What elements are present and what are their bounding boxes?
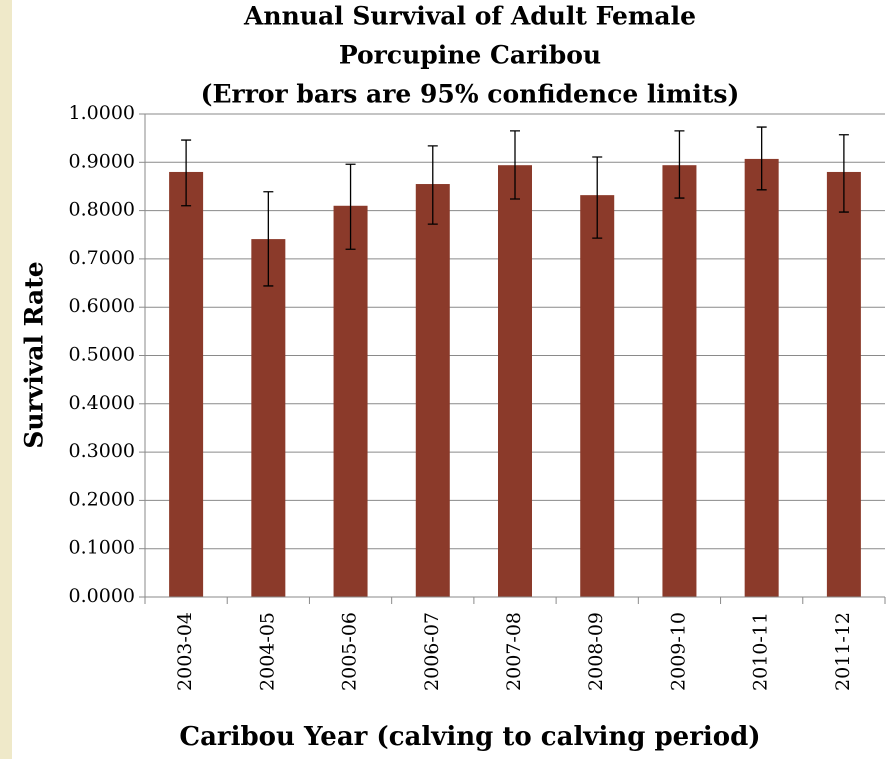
error-bar (592, 156, 603, 239)
x-tick-label: 2008-09 (585, 612, 607, 691)
bar (498, 165, 532, 597)
side-strip (0, 0, 12, 759)
error-bar (345, 163, 356, 250)
y-tick-label: 0.3000 (69, 440, 135, 462)
y-tick-label: 0.6000 (69, 295, 135, 317)
error-bar (427, 145, 438, 225)
error-bar (674, 130, 685, 199)
bar (744, 158, 779, 597)
chart-title: Porcupine Caribou (339, 41, 601, 70)
y-tick-label: 0.9000 (69, 150, 135, 172)
error-bar (510, 130, 520, 200)
y-tick-label: 0.5000 (69, 344, 135, 366)
y-axis-title: Survival Rate (20, 261, 49, 448)
chart-title: (Error bars are 95% confidence limits) (201, 80, 740, 109)
error-bar (838, 134, 849, 213)
x-tick-label: 2005-06 (339, 612, 361, 691)
bar (662, 165, 697, 597)
bar (169, 171, 204, 597)
x-tick-label: 2009-10 (667, 612, 689, 691)
error-bar (181, 139, 192, 207)
bar (251, 239, 286, 598)
x-tick-label: 2011-12 (832, 612, 854, 691)
x-tick-label: 2004-05 (256, 612, 278, 691)
x-tick-label: 2003-04 (174, 612, 196, 691)
bar (415, 184, 450, 597)
error-bar (756, 126, 767, 191)
y-tick-label: 1.0000 (69, 102, 135, 124)
y-tick-label: 0.1000 (69, 537, 135, 559)
x-axis-title: Caribou Year (calving to calving period) (179, 722, 760, 752)
y-tick-label: 0.2000 (69, 488, 135, 510)
x-tick-label: 2006-07 (421, 612, 443, 691)
y-tick-label: 0.8000 (69, 199, 135, 221)
y-tick-label: 0.4000 (69, 392, 135, 414)
bar (826, 171, 861, 597)
chart-title: Annual Survival of Adult Female (243, 2, 696, 31)
error-bar (263, 191, 274, 287)
x-tick-label: 2010-11 (750, 612, 772, 691)
y-tick-label: 0.0000 (69, 585, 135, 607)
bar (580, 195, 615, 598)
y-tick-label: 0.7000 (69, 247, 135, 269)
x-tick-label: 2007-08 (503, 612, 525, 691)
bar (333, 205, 368, 597)
